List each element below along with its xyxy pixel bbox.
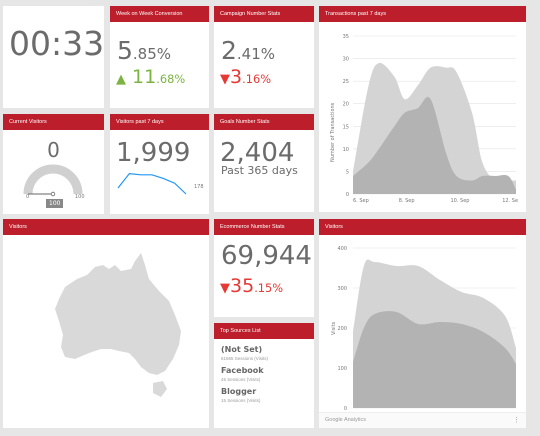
y-tick-label: 25 [343,79,349,85]
visitors-7-value: 1,999 [116,138,191,168]
source-name: Blogger [221,387,257,396]
y-tick-label: 400 [337,246,347,252]
transactions-ylabel: Number of Transactions [330,102,336,162]
source-sessions: 61665 Sessions (Visits) [221,356,268,361]
visitors-chart: Visits 400 300 200 100 0 [331,246,516,412]
y-tick-label: 100 [337,366,347,372]
gauge-pivot [50,191,56,197]
y-tick-label: 10 [343,147,349,153]
down-arrow-icon: ▼ [220,72,230,87]
list-item[interactable]: Facebook 45 Sessions (Visits) [221,366,268,382]
visitors-chart-ylabel: Visits [331,321,337,335]
map-mainland [55,253,181,375]
y-tick-label: 0 [344,406,347,412]
goals-tile: Goals Number Stats 2,404 Past 365 days [214,114,314,212]
visitors-7-title: Visitors past 7 days [110,114,209,130]
transactions-title: Transactions past 7 days [319,6,526,22]
ecommerce-change: ▼35.15% [220,275,283,297]
week-conversion-value-main: 5 [117,36,133,65]
australia-map [55,253,181,397]
ecommerce-title: Ecommerce Number Stats [214,219,314,235]
visitors-chart-footer: Google Analytics ⋮ [319,412,526,428]
campaign-stats-value: 2.41% [221,36,275,65]
y-tick-label: 20 [343,102,349,108]
source-name: (Not Set) [221,345,263,354]
campaign-stats-value-dec: .41% [236,45,276,63]
transactions-series-2-area [353,97,516,194]
week-conversion-change-main: 11 [132,66,157,88]
footer-label: Google Analytics [325,417,366,423]
clock-time: 00:33 [9,24,104,63]
goals-value: 2,404 [220,138,295,168]
visitors-gauge [23,164,83,197]
gauge-arc [23,164,83,195]
y-tick-label: 0 [346,192,349,198]
current-visitors-value: 0 [47,138,60,162]
y-tick-label: 35 [343,34,349,40]
down-arrow-icon: ▼ [220,281,230,296]
source-name: Facebook [221,366,264,375]
top-sources-tile: Top Sources List (Not Set) 61665 Session… [214,323,314,428]
x-tick-label: 6. Sep [353,198,369,204]
map-tasmania [153,381,167,397]
visitors-map-title: Visitors [3,219,209,235]
list-item[interactable]: (Not Set) 61665 Sessions (Visits) [221,345,268,361]
visitors-map-tile: Visitors [3,219,209,428]
source-sessions: 45 Sessions (Visits) [221,377,261,382]
visitors-7-sparkline [117,172,187,195]
y-tick-label: 30 [343,57,349,63]
ecommerce-tile: Ecommerce Number Stats 69,944 ▼35.15% [214,219,314,317]
week-conversion-title: Week on Week Conversion [110,6,209,22]
clock-tile: 00:33 [3,6,104,108]
campaign-stats-change-main: 3 [230,66,243,88]
visitors-chart-title: Visitors [319,219,526,235]
week-conversion-value-dec: .85% [132,45,172,63]
y-tick-label: 5 [346,169,349,175]
week-conversion-change: ▲ 11.68% [116,66,185,88]
goals-title: Goals Number Stats [214,114,314,130]
source-sessions: 15 Sessions (Visits) [221,398,261,403]
campaign-stats-tile: Campaign Number Stats 2.41% ▼3.16% [214,6,314,108]
goals-subtitle: Past 365 days [221,164,298,177]
transactions-tile: Transactions past 7 days Number of Trans… [319,6,526,212]
campaign-stats-change: ▼3.16% [220,66,271,88]
x-tick-label: 8. Sep [399,198,415,204]
gauge-marker-label: 100 [46,199,64,208]
top-sources-title: Top Sources List [214,323,314,339]
visitors-7-last-label: 178 [194,184,204,190]
top-sources-list: (Not Set) 61665 Sessions (Visits) Facebo… [221,345,268,403]
x-tick-label: 10. Sep [450,198,469,204]
y-tick-label: 300 [337,286,347,292]
transactions-chart: Number of Transactions 35 30 25 20 15 10 5 0 6.… [330,34,518,204]
more-vert-icon[interactable]: ⋮ [513,417,520,424]
week-conversion-value: 5.85% [117,36,171,65]
campaign-stats-change-dec: .16% [242,72,272,86]
current-visitors-tile: Current Visitors 0 0 100 100 [3,114,104,214]
ecommerce-change-main: 35 [230,275,255,297]
sparkline-line [117,172,187,195]
x-tick-label: 12. Se [502,198,518,204]
y-tick-label: 15 [343,124,349,130]
campaign-stats-title: Campaign Number Stats [214,6,314,22]
ecommerce-change-dec: .15% [254,281,284,295]
ecommerce-value: 69,944 [221,241,312,271]
campaign-stats-value-main: 2 [221,36,237,65]
list-item[interactable]: Blogger 15 Sessions (Visits) [221,387,268,403]
gauge-max-label: 100 [75,194,85,200]
gauge-min-label: 0 [26,194,30,200]
visitors-7-tile: Visitors past 7 days 1,999 178 [110,114,209,214]
current-visitors-title: Current Visitors [3,114,104,130]
visitors-chart-tile: Visitors Visits 400 300 200 100 0 Google Ana… [319,219,526,428]
week-conversion-change-dec: .68% [156,72,186,86]
visitors-series-2-area [353,311,516,408]
y-tick-label: 200 [337,326,347,332]
up-arrow-icon: ▲ [116,72,126,87]
week-conversion-tile: Week on Week Conversion 5.85% ▲ 11.68% [110,6,209,108]
